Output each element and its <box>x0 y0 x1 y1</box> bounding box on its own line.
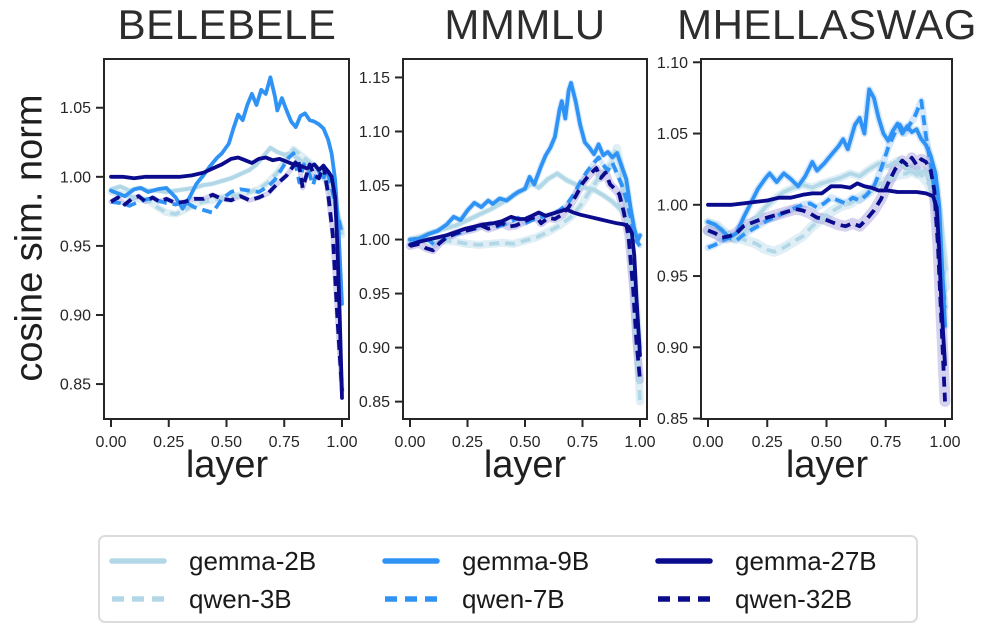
belebele-plot-area: 0.85 0.90 0.95 1.00 1.05 0.00 0.25 0.50 0.75 1.00 <box>60 58 358 451</box>
legend-item-qwen-32B: qwen-32B <box>655 584 916 615</box>
legend-item-gemma-2B: gemma-2B <box>109 546 382 577</box>
y-tick-label: 1.05 <box>657 126 688 143</box>
subplot-title-belebele: BELEBELE <box>117 1 337 48</box>
legend-solid-line-icon <box>655 558 713 564</box>
x-tick-label: 0.75 <box>870 434 901 451</box>
series-qwen-32B-band <box>702 152 951 407</box>
subplot-title-mhellaswag: MHELLASWAG <box>677 1 977 48</box>
x-tick-label: 0.75 <box>567 434 598 451</box>
series-gemma-27B-line <box>109 155 344 400</box>
legend-solid-line-icon <box>109 558 167 564</box>
y-tick-label: 1.10 <box>359 124 390 141</box>
y-tick-label: 0.90 <box>60 307 91 324</box>
legend-solid-line-icon <box>382 558 440 564</box>
legend-item-gemma-27B: gemma-27B <box>655 546 916 577</box>
series-qwen-7B-line <box>110 151 344 236</box>
y-tick-label: 0.85 <box>359 394 390 411</box>
legend-label-gemma-27B: gemma-27B <box>735 545 877 576</box>
series-qwen-32B-line <box>110 157 344 392</box>
series-qwen-3B-line <box>707 165 947 288</box>
legend-item-gemma-9B: gemma-9B <box>382 546 655 577</box>
legend: gemma-2B gemma-9B gemma-27B qwen-3B qwen-7B q… <box>98 535 918 623</box>
legend-item-qwen-7B: qwen-7B <box>382 584 655 615</box>
x-tick-label: 0.00 <box>95 434 126 451</box>
x-axis-label-belebele: layer <box>185 444 269 486</box>
x-tick-label: 0.00 <box>692 434 723 451</box>
x-tick-label: 0.25 <box>153 434 184 451</box>
y-tick-label: 1.10 <box>657 55 688 72</box>
x-tick-label: 1.00 <box>624 434 655 451</box>
y-tick-label: 0.85 <box>60 377 91 394</box>
x-axis-label-mmmlu: layer <box>483 444 567 486</box>
x-tick-label: 0.25 <box>452 434 483 451</box>
y-tick-label: 1.00 <box>359 232 390 249</box>
legend-label-qwen-3B: qwen-3B <box>189 583 292 614</box>
y-tick-label: 0.90 <box>359 340 390 357</box>
legend-dashed-line-icon <box>112 596 164 602</box>
x-tick-label: 0.00 <box>394 434 425 451</box>
y-tick-label: 0.90 <box>657 340 688 357</box>
mmmlu-plot-area: 0.85 0.90 0.95 1.00 1.05 1.10 1.15 0.00 0.25 0.50… <box>359 58 656 451</box>
series-gemma-9B-line <box>109 75 344 306</box>
x-tick-label: 1.00 <box>929 434 960 451</box>
plot-spines <box>700 58 953 420</box>
x-tick-label: 0.50 <box>211 434 242 451</box>
y-tick-label: 1.15 <box>359 70 390 87</box>
legend-label-qwen-7B: qwen-7B <box>462 583 565 614</box>
legend-dashed-line-icon <box>385 596 437 602</box>
y-tick-label: 0.95 <box>657 269 688 286</box>
series-gemma-9B-line <box>408 80 642 243</box>
plot-spines <box>103 58 350 420</box>
series-qwen-32B-line <box>707 155 947 402</box>
y-tick-label: 1.05 <box>359 178 390 195</box>
y-tick-label: 0.95 <box>60 238 91 255</box>
series-gemma-9B-line <box>706 87 947 328</box>
legend-item-qwen-3B: qwen-3B <box>109 584 382 615</box>
x-tick-label: 0.50 <box>509 434 540 451</box>
y-tick-label: 1.00 <box>657 197 688 214</box>
y-tick-label: 0.85 <box>657 411 688 428</box>
plot-spines <box>402 58 648 420</box>
series-qwen-7B-line <box>707 98 947 308</box>
subplot-title-mmmlu: MMMLU <box>444 1 606 48</box>
series-gemma-2B-band <box>407 170 643 351</box>
x-tick-label: 0.75 <box>269 434 300 451</box>
series-gemma-27B-line <box>706 181 947 367</box>
y-tick-label: 1.05 <box>60 100 91 117</box>
x-tick-label: 0.50 <box>811 434 842 451</box>
y-tick-label: 0.95 <box>359 286 390 303</box>
mhellaswag-plot-area: 0.85 0.90 0.95 1.00 1.05 1.10 0.00 0.25 0.50 0.75… <box>657 55 961 451</box>
x-tick-label: 1.00 <box>326 434 357 451</box>
legend-label-gemma-2B: gemma-2B <box>189 545 317 576</box>
legend-label-gemma-9B: gemma-9B <box>462 545 590 576</box>
x-tick-label: 0.25 <box>752 434 783 451</box>
series-qwen-32B-line <box>409 166 642 381</box>
legend-dashed-line-icon <box>658 596 710 602</box>
x-axis-label-mhellaswag: layer <box>785 444 869 486</box>
series-gemma-2B-line <box>408 171 642 350</box>
y-tick-label: 1.00 <box>60 169 91 186</box>
legend-label-qwen-32B: qwen-32B <box>735 583 853 614</box>
